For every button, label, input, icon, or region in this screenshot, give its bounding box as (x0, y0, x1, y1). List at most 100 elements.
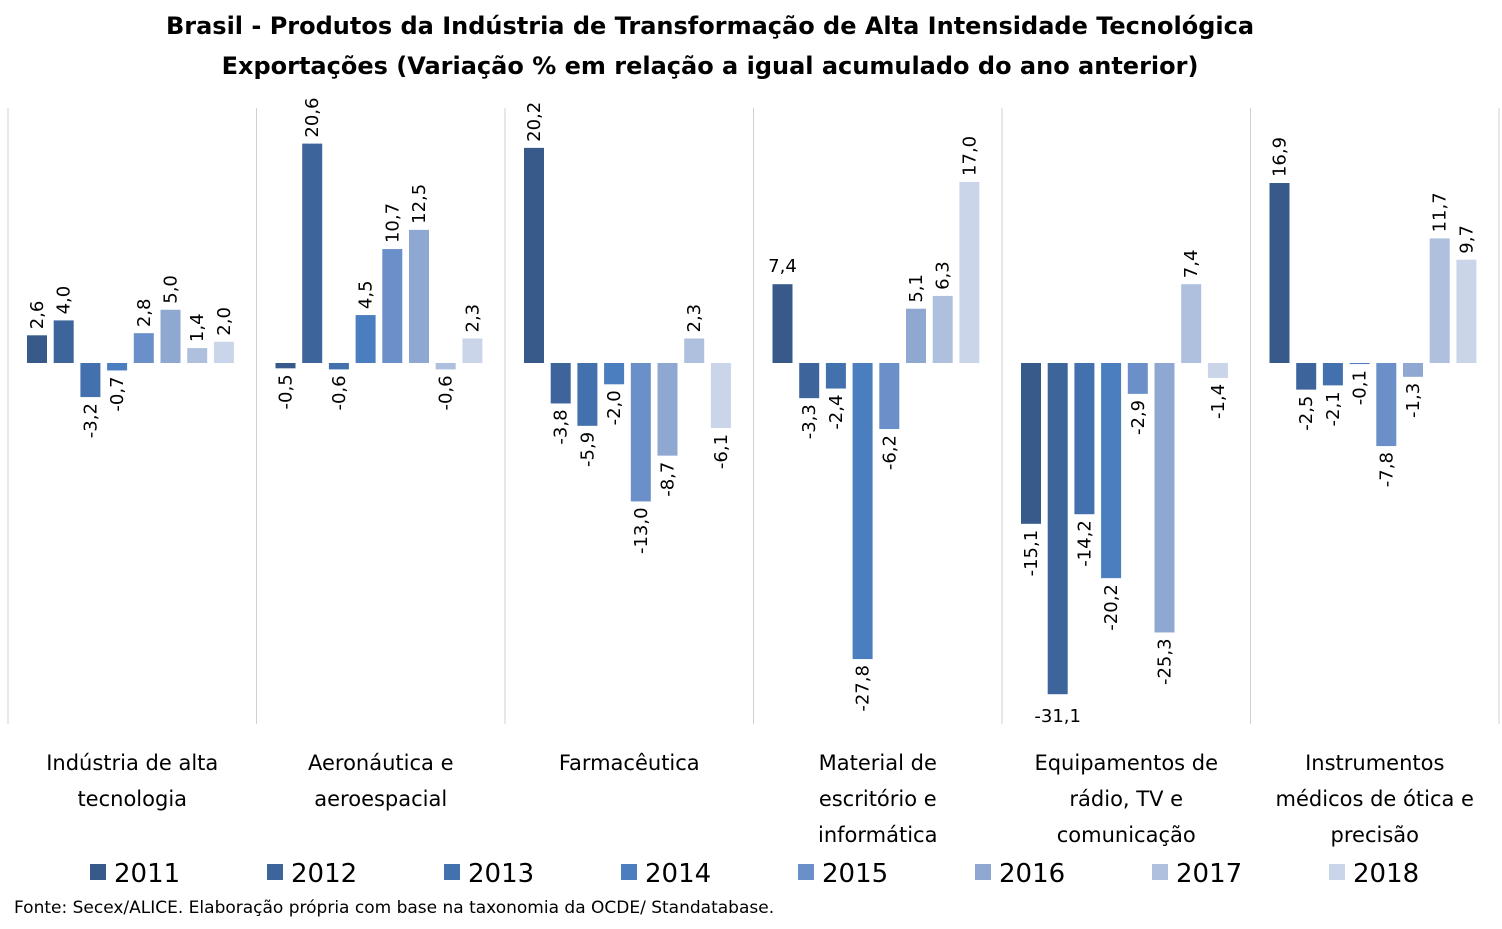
category-label: Indústria de alta (46, 751, 218, 775)
legend-label: 2014 (645, 859, 711, 889)
data-label: -3,8 (551, 409, 572, 444)
data-label: -0,5 (276, 374, 297, 409)
category-label: aeroespacial (314, 787, 447, 811)
category-label: Equipamentos de (1034, 751, 1218, 775)
bar-2011-5 (1021, 363, 1041, 524)
bars (27, 143, 1477, 695)
data-label: -5,9 (577, 432, 598, 467)
bar-2016-2 (409, 229, 429, 363)
data-label: 6,3 (933, 261, 954, 290)
legend-item-2014: 2014 (621, 859, 711, 889)
bar-2011-6 (1269, 183, 1290, 363)
bar-2016-5 (1154, 363, 1175, 633)
bar-2013-2 (328, 363, 349, 370)
data-label: -25,3 (1155, 638, 1176, 685)
data-label: 2,3 (684, 304, 705, 333)
data-label: 11,7 (1430, 192, 1451, 232)
bar-2016-3 (657, 363, 678, 456)
data-label: 17,0 (959, 136, 980, 176)
data-label: -6,2 (879, 435, 900, 470)
data-label: -3,3 (799, 404, 820, 439)
data-label: 7,4 (768, 256, 797, 277)
data-label: -2,5 (1296, 396, 1317, 431)
category-label: tecnologia (77, 787, 187, 811)
legend-item-2015: 2015 (798, 859, 888, 889)
legend-label: 2013 (468, 859, 534, 889)
legend-swatch (1152, 864, 1168, 880)
bar-2017-4 (932, 295, 953, 363)
bar-2012-4 (799, 363, 820, 399)
data-label: 2,3 (462, 304, 483, 333)
data-label: -27,8 (853, 665, 874, 712)
bar-2013-1 (80, 363, 101, 398)
bar-2011-1 (27, 335, 47, 363)
legend: 2011 2012 2013 2014 2015 2016 2017 2018 (90, 859, 1419, 889)
bar-2017-3 (684, 338, 705, 363)
bar-2015-5 (1127, 363, 1148, 394)
data-label: -20,2 (1101, 584, 1122, 631)
data-label: -13,0 (631, 507, 652, 554)
data-label: 2,6 (27, 301, 48, 330)
data-label: 7,4 (1181, 250, 1202, 279)
bar-2018-6 (1456, 259, 1477, 363)
legend-swatch (444, 864, 460, 880)
bar-2014-4 (852, 363, 873, 660)
category-label: rádio, TV e (1069, 787, 1183, 811)
data-label: -3,2 (80, 403, 101, 438)
bar-2017-5 (1181, 284, 1202, 363)
data-label: -2,0 (604, 390, 625, 425)
bar-2015-2 (382, 249, 403, 363)
data-label: 2,8 (134, 299, 155, 328)
bar-2015-4 (879, 363, 900, 430)
bar-2012-1 (53, 320, 74, 363)
bar-2013-6 (1322, 363, 1343, 386)
data-label: 4,5 (356, 280, 377, 309)
data-label: 20,6 (302, 98, 323, 138)
category-label: Aeronáutica e (308, 751, 454, 775)
bar-2018-3 (710, 363, 731, 428)
bar-2014-3 (604, 363, 625, 385)
category-separators (7, 108, 1500, 724)
legend-label: 2011 (114, 859, 180, 889)
data-label: -0,7 (107, 376, 128, 411)
category-label: Farmacêutica (559, 751, 700, 775)
legend-label: 2018 (1353, 859, 1419, 889)
legend-swatch (621, 864, 637, 880)
legend-item-2013: 2013 (444, 859, 534, 889)
bar-2011-4 (772, 284, 793, 363)
bar-2018-2 (462, 338, 483, 363)
bar-2014-5 (1101, 363, 1122, 579)
data-label: -8,7 (658, 462, 679, 497)
data-label: 12,5 (409, 184, 430, 224)
data-label: 4,0 (54, 286, 75, 315)
data-label: -14,2 (1074, 520, 1095, 567)
bar-2016-6 (1403, 363, 1423, 377)
bar-2012-2 (302, 143, 323, 363)
bar-2011-3 (524, 147, 544, 363)
category-label: Instrumentos (1305, 751, 1444, 775)
data-label: -2,4 (826, 395, 847, 430)
category-label: Material de (819, 751, 937, 775)
bar-2012-3 (550, 363, 571, 404)
data-label: 5,0 (161, 275, 182, 304)
bar-2014-6 (1349, 363, 1370, 365)
bar-2017-6 (1429, 238, 1450, 363)
legend-item-2017: 2017 (1152, 859, 1242, 889)
legend-label: 2017 (1176, 859, 1242, 889)
legend-label: 2016 (999, 859, 1065, 889)
data-label: -1,4 (1208, 384, 1229, 419)
data-label: -0,1 (1350, 370, 1371, 405)
bar-2018-4 (959, 181, 980, 363)
data-label: -0,6 (436, 375, 457, 410)
bar-2016-4 (906, 308, 926, 363)
legend-swatch (798, 864, 814, 880)
chart-title: Brasil - Produtos da Indústria de Transf… (166, 12, 1254, 40)
legend-swatch (975, 864, 991, 880)
bar-2013-3 (577, 363, 598, 426)
data-label: 10,7 (382, 203, 403, 243)
data-label: 1,4 (187, 313, 208, 342)
legend-swatch (90, 864, 106, 880)
bar-2015-6 (1376, 363, 1397, 447)
legend-label: 2015 (822, 859, 888, 889)
